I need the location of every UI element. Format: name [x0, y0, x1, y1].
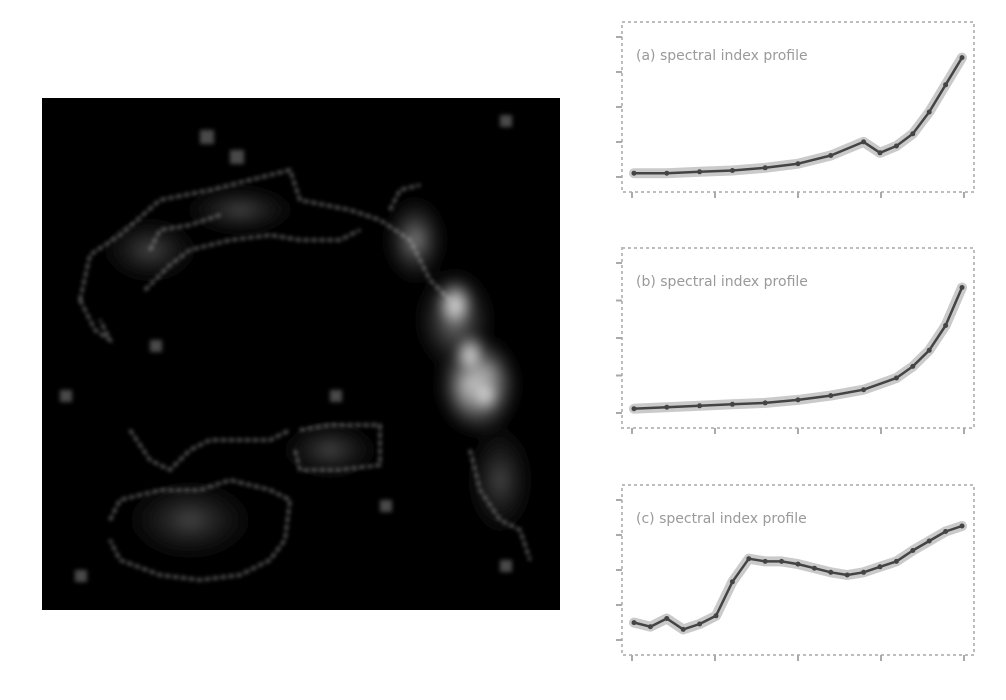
- emission-map: [42, 98, 560, 610]
- profile-panel-b: (b) spectral index profile: [616, 247, 975, 434]
- data-point: [959, 55, 965, 61]
- data-point: [631, 620, 637, 626]
- data-point: [680, 626, 686, 632]
- data-point: [910, 131, 916, 137]
- data-point: [729, 168, 735, 173]
- data-point: [926, 347, 932, 353]
- data-point: [762, 165, 768, 171]
- panel-caption: (a) spectral index profile: [636, 48, 808, 64]
- data-point: [877, 150, 883, 156]
- data-point: [893, 375, 899, 381]
- data-point: [762, 400, 768, 406]
- data-point: [729, 579, 735, 585]
- data-point: [664, 616, 670, 621]
- data-point: [795, 161, 801, 167]
- data-point: [811, 565, 817, 571]
- data-point: [959, 523, 965, 529]
- data-point: [828, 153, 834, 158]
- data-point: [910, 548, 916, 553]
- data-point: [959, 285, 965, 290]
- data-point: [943, 323, 949, 328]
- data-point: [664, 170, 670, 176]
- profile-panel-a: (a) spectral index profile: [616, 21, 975, 198]
- noise-speckles: [60, 115, 512, 582]
- data-point: [926, 538, 932, 544]
- data-point: [697, 169, 703, 175]
- data-point: [746, 556, 752, 562]
- profile-panels: (a) spectral index profile (b) spectral i…: [616, 21, 975, 661]
- data-point: [943, 82, 949, 88]
- data-point: [861, 569, 867, 575]
- data-point: [893, 143, 899, 149]
- diffuse-emission: [90, 180, 540, 570]
- data-point: [762, 558, 768, 564]
- data-point: [861, 387, 867, 393]
- data-point: [926, 109, 932, 115]
- data-point: [697, 403, 703, 409]
- data-point: [713, 613, 719, 619]
- data-point: [795, 397, 801, 403]
- data-point: [631, 406, 637, 412]
- data-point: [861, 139, 867, 145]
- profile-panel-c: (c) spectral index profile: [616, 484, 975, 661]
- data-point: [877, 564, 883, 570]
- data-point: [893, 558, 899, 564]
- contour-lines: [79, 168, 531, 582]
- data-point: [697, 621, 703, 627]
- data-point: [910, 363, 916, 369]
- data-point: [943, 529, 949, 534]
- data-point: [828, 393, 834, 399]
- panel-caption: (b) spectral index profile: [636, 274, 808, 290]
- data-point: [729, 401, 735, 407]
- data-point: [631, 170, 637, 176]
- data-point: [828, 569, 834, 575]
- data-point: [664, 404, 670, 410]
- data-point: [844, 572, 850, 578]
- data-point: [795, 561, 801, 567]
- data-point: [779, 558, 785, 564]
- series-line: [634, 56, 964, 175]
- panel-caption: (c) spectral index profile: [636, 511, 807, 527]
- data-point: [647, 624, 653, 630]
